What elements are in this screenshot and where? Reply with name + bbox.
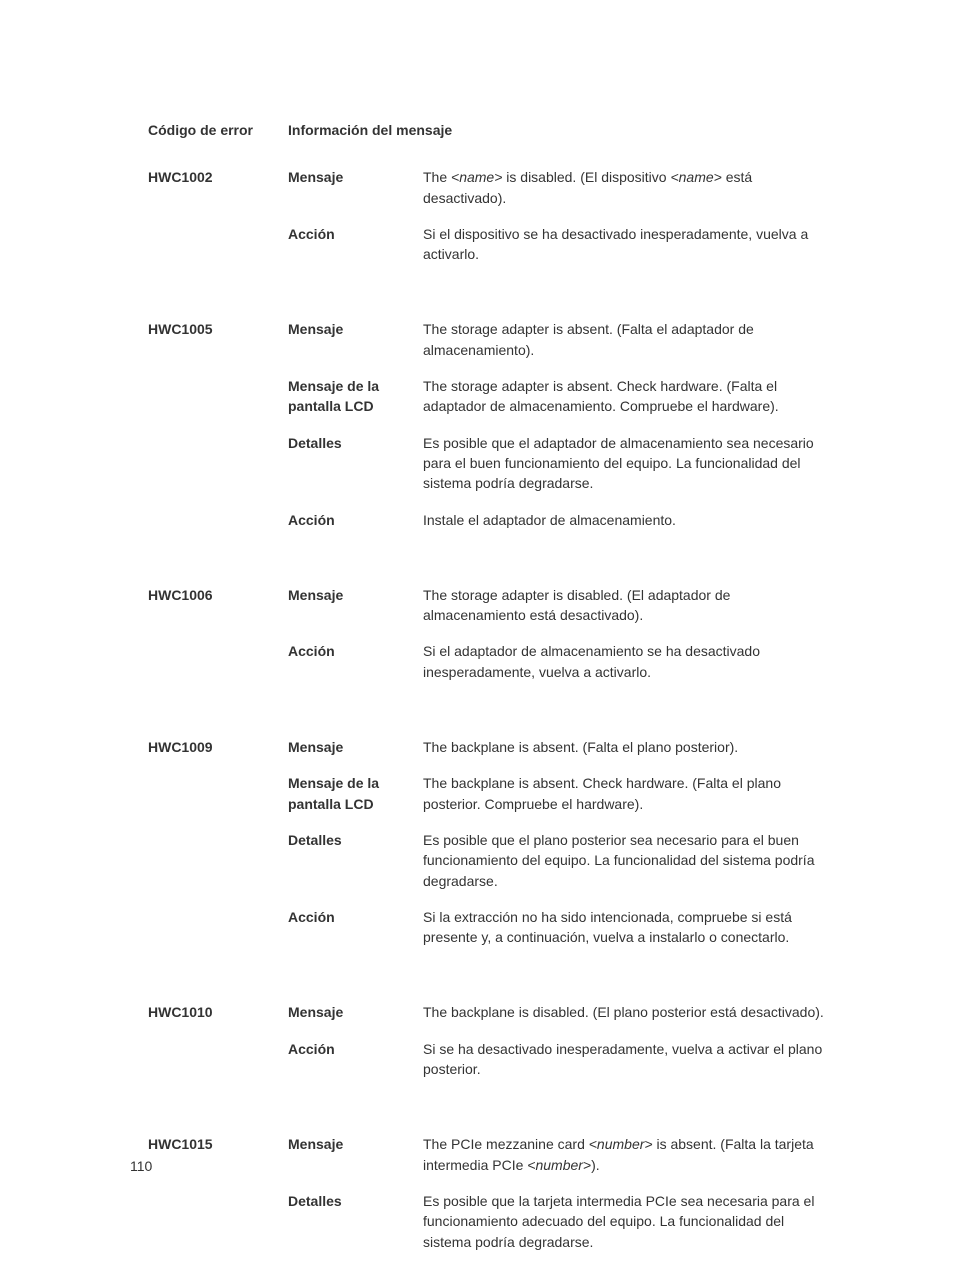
field-value: Es posible que el plano posterior sea ne… xyxy=(423,830,824,891)
error-body: MensajeThe storage adapter is disabled. … xyxy=(288,572,824,698)
error-block: HWC1015MensajeThe PCIe mezzanine card <n… xyxy=(148,1121,824,1267)
header-message-info: Información del mensaje xyxy=(288,120,452,140)
error-code: HWC1015 xyxy=(148,1121,288,1267)
field-value: Si se ha desactivado inesperadamente, vu… xyxy=(423,1039,824,1080)
field-label-accion: Acción xyxy=(288,641,423,682)
table-header-row: Código de error Información del mensaje xyxy=(148,120,824,140)
field-value: Si la extracción no ha sido intencionada… xyxy=(423,907,824,948)
error-block: HWC1005MensajeThe storage adapter is abs… xyxy=(148,306,824,545)
field-label-lcd: Mensaje de la pantalla LCD xyxy=(288,773,423,814)
page-number: 110 xyxy=(130,1156,152,1176)
field-row: MensajeThe <name> is disabled. (El dispo… xyxy=(288,167,824,208)
field-label-mensaje: Mensaje xyxy=(288,319,423,360)
placeholder-token: <number> xyxy=(589,1136,653,1152)
field-row: Mensaje de la pantalla LCDThe storage ad… xyxy=(288,376,824,417)
field-row: DetallesEs posible que el plano posterio… xyxy=(288,830,824,891)
field-value: The storage adapter is absent. Check har… xyxy=(423,376,824,417)
field-label-detalles: Detalles xyxy=(288,830,423,891)
field-row: AcciónSi el dispositivo se ha desactivad… xyxy=(288,224,824,265)
field-label-accion: Acción xyxy=(288,224,423,265)
error-list: HWC1002MensajeThe <name> is disabled. (E… xyxy=(148,154,824,1268)
field-label-mensaje: Mensaje xyxy=(288,1134,423,1175)
error-block: HWC1002MensajeThe <name> is disabled. (E… xyxy=(148,154,824,280)
field-label-detalles: Detalles xyxy=(288,433,423,494)
field-row: AcciónSi se ha desactivado inesperadamen… xyxy=(288,1039,824,1080)
placeholder-token: <name> xyxy=(670,169,721,185)
error-body: MensajeThe backplane is absent. (Falta e… xyxy=(288,724,824,963)
placeholder-token: <number> xyxy=(527,1157,591,1173)
field-value: The <name> is disabled. (El dispositivo … xyxy=(423,167,824,208)
error-body: MensajeThe storage adapter is absent. (F… xyxy=(288,306,824,545)
error-code: HWC1006 xyxy=(148,572,288,698)
field-value: The PCIe mezzanine card <number> is abse… xyxy=(423,1134,824,1175)
field-label-mensaje: Mensaje xyxy=(288,167,423,208)
field-label-mensaje: Mensaje xyxy=(288,585,423,626)
field-value: The storage adapter is absent. (Falta el… xyxy=(423,319,824,360)
field-row: MensajeThe backplane is absent. (Falta e… xyxy=(288,737,824,757)
field-value: The backplane is absent. (Falta el plano… xyxy=(423,737,824,757)
error-block: HWC1010MensajeThe backplane is disabled.… xyxy=(148,989,824,1095)
field-label-mensaje: Mensaje xyxy=(288,1002,423,1022)
field-row: AcciónSi el adaptador de almacenamiento … xyxy=(288,641,824,682)
field-value: Instale el adaptador de almacenamiento. xyxy=(423,510,824,530)
field-row: DetallesEs posible que el adaptador de a… xyxy=(288,433,824,494)
page-container: Código de error Información del mensaje … xyxy=(0,0,954,1268)
error-code: HWC1009 xyxy=(148,724,288,963)
field-value: Si el dispositivo se ha desactivado ines… xyxy=(423,224,824,265)
error-code: HWC1010 xyxy=(148,989,288,1095)
field-value: Es posible que el adaptador de almacenam… xyxy=(423,433,824,494)
field-label-accion: Acción xyxy=(288,907,423,948)
placeholder-token: <name> xyxy=(451,169,502,185)
field-row: MensajeThe PCIe mezzanine card <number> … xyxy=(288,1134,824,1175)
field-row: MensajeThe backplane is disabled. (El pl… xyxy=(288,1002,824,1022)
error-body: MensajeThe <name> is disabled. (El dispo… xyxy=(288,154,824,280)
field-row: AcciónSi la extracción no ha sido intenc… xyxy=(288,907,824,948)
field-label-lcd: Mensaje de la pantalla LCD xyxy=(288,376,423,417)
field-label-accion: Acción xyxy=(288,1039,423,1080)
error-code: HWC1002 xyxy=(148,154,288,280)
field-row: MensajeThe storage adapter is absent. (F… xyxy=(288,319,824,360)
field-row: MensajeThe storage adapter is disabled. … xyxy=(288,585,824,626)
error-body: MensajeThe PCIe mezzanine card <number> … xyxy=(288,1121,824,1267)
header-error-code: Código de error xyxy=(148,120,288,140)
error-body: MensajeThe backplane is disabled. (El pl… xyxy=(288,989,824,1095)
field-value: The backplane is absent. Check hardware.… xyxy=(423,773,824,814)
error-block: HWC1009MensajeThe backplane is absent. (… xyxy=(148,724,824,963)
error-code: HWC1005 xyxy=(148,306,288,545)
error-block: HWC1006MensajeThe storage adapter is dis… xyxy=(148,572,824,698)
field-value: The backplane is disabled. (El plano pos… xyxy=(423,1002,824,1022)
field-value: Si el adaptador de almacenamiento se ha … xyxy=(423,641,824,682)
field-value: The storage adapter is disabled. (El ada… xyxy=(423,585,824,626)
field-value: Es posible que la tarjeta intermedia PCI… xyxy=(423,1191,824,1252)
field-label-mensaje: Mensaje xyxy=(288,737,423,757)
field-row: DetallesEs posible que la tarjeta interm… xyxy=(288,1191,824,1252)
field-label-detalles: Detalles xyxy=(288,1191,423,1252)
field-label-accion: Acción xyxy=(288,510,423,530)
field-row: AcciónInstale el adaptador de almacenami… xyxy=(288,510,824,530)
field-row: Mensaje de la pantalla LCDThe backplane … xyxy=(288,773,824,814)
